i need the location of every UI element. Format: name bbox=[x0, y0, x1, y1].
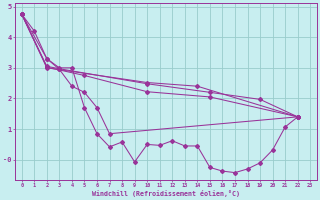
X-axis label: Windchill (Refroidissement éolien,°C): Windchill (Refroidissement éolien,°C) bbox=[92, 190, 240, 197]
